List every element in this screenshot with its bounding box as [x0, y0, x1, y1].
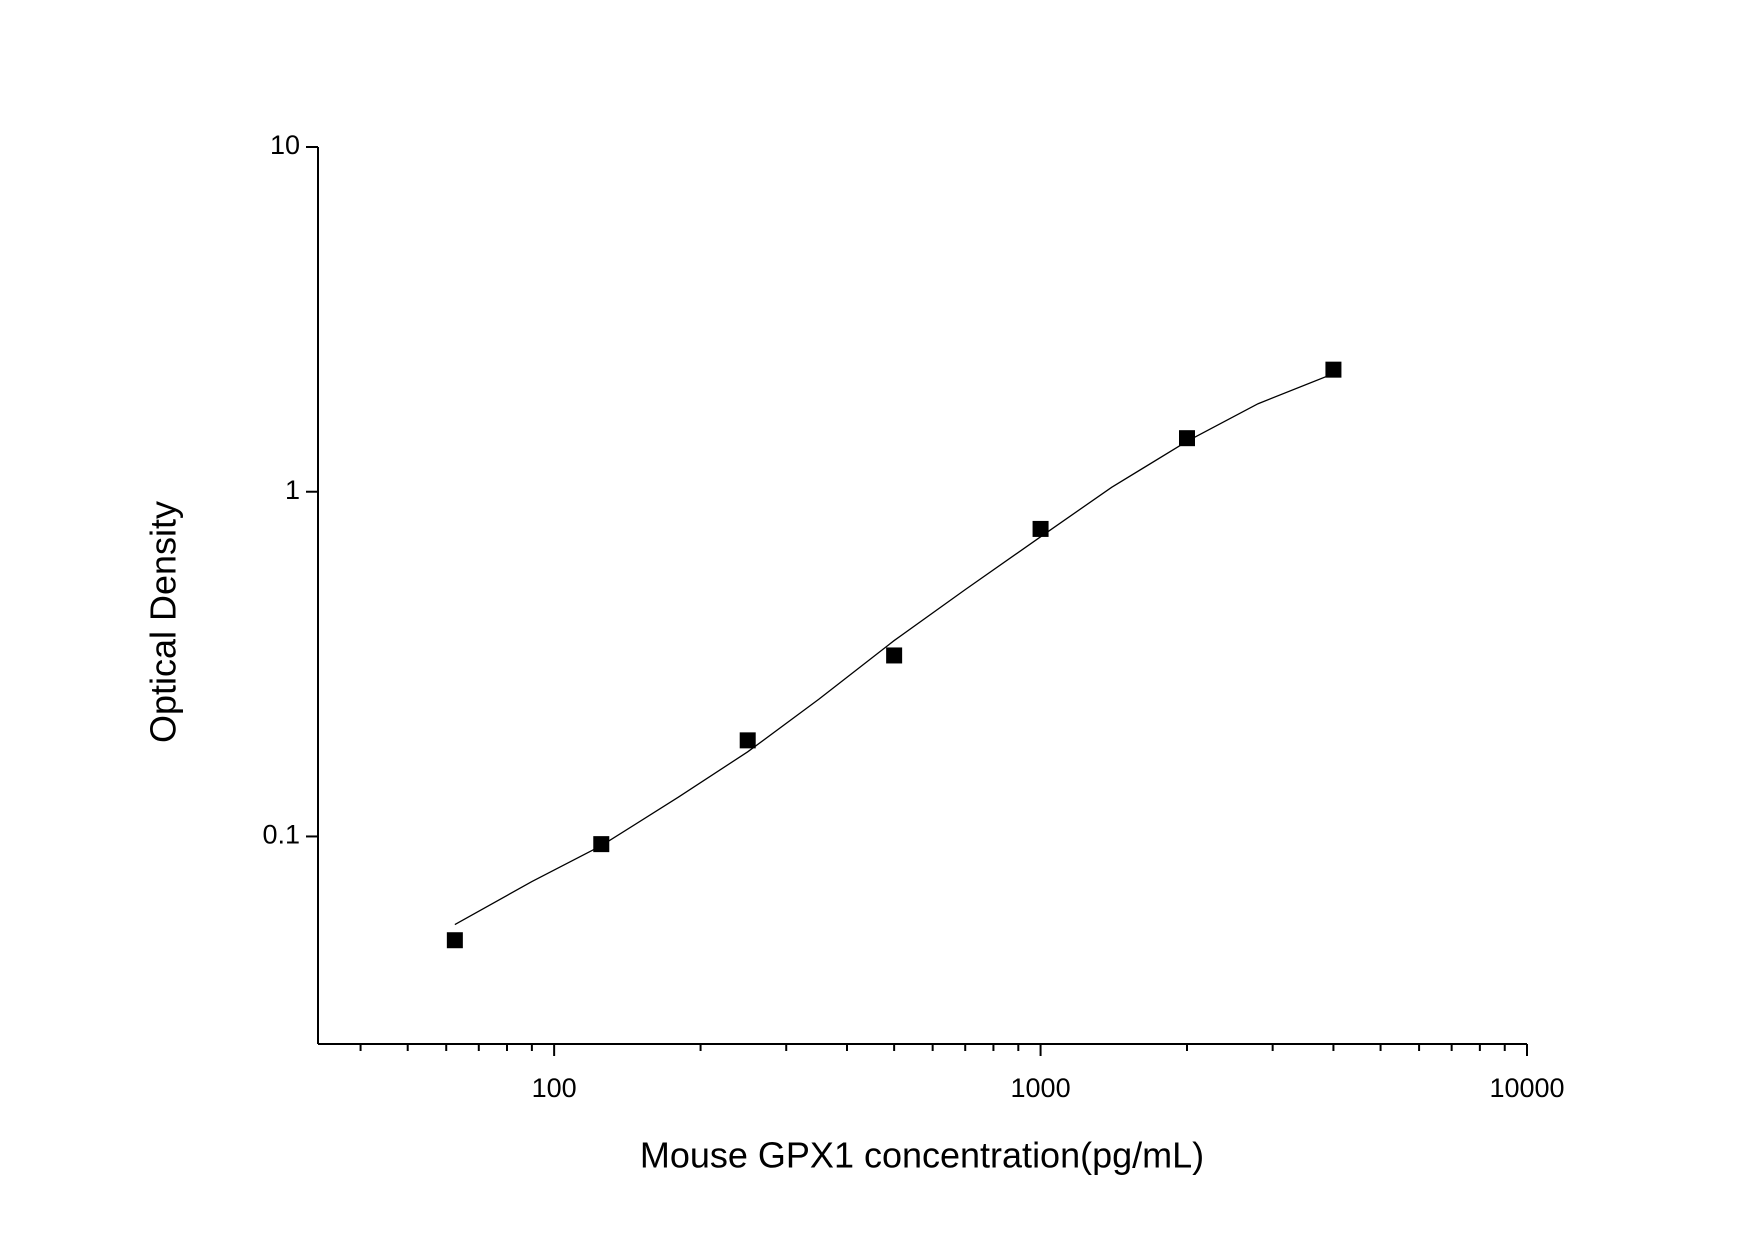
data-point: [446, 932, 463, 949]
y-tick-label: 1: [285, 475, 300, 505]
x-tick-label: 100: [532, 1073, 577, 1103]
data-point: [1325, 361, 1342, 378]
y-tick-label: 10: [270, 130, 300, 160]
x-tick-label: 10000: [1489, 1073, 1564, 1103]
data-point: [593, 836, 610, 853]
x-axis-label: Mouse GPX1 concentration(pg/mL): [640, 1135, 1204, 1176]
data-point: [1178, 430, 1195, 447]
y-tick-label: 0.1: [262, 820, 300, 850]
data-point: [1032, 520, 1049, 537]
x-tick-label: 1000: [1011, 1073, 1071, 1103]
data-point: [739, 732, 756, 749]
data-point: [886, 647, 903, 664]
y-axis-label: Optical Density: [143, 501, 184, 743]
